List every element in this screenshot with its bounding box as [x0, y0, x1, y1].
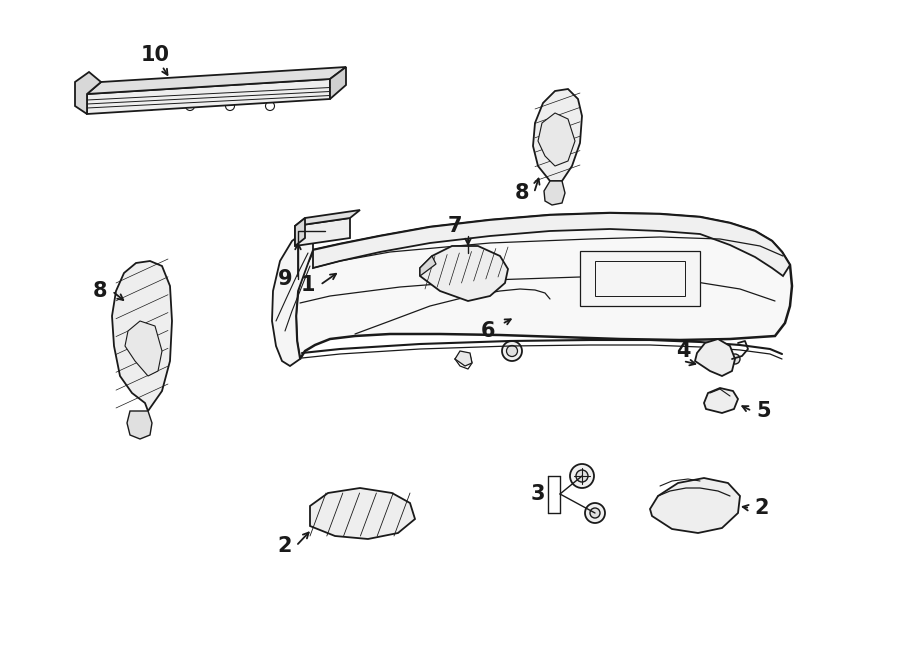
- Circle shape: [521, 309, 535, 323]
- Circle shape: [429, 265, 441, 277]
- Circle shape: [570, 464, 594, 488]
- Polygon shape: [420, 246, 508, 301]
- Text: 2: 2: [278, 536, 293, 556]
- Text: 6: 6: [481, 321, 495, 341]
- Polygon shape: [330, 67, 346, 99]
- Text: 5: 5: [757, 401, 771, 421]
- Polygon shape: [125, 321, 162, 376]
- Polygon shape: [295, 218, 305, 246]
- Circle shape: [507, 346, 517, 356]
- Circle shape: [529, 320, 534, 324]
- Circle shape: [465, 268, 475, 278]
- Circle shape: [523, 320, 526, 324]
- Polygon shape: [295, 218, 350, 246]
- Polygon shape: [296, 213, 792, 359]
- Polygon shape: [295, 210, 360, 226]
- Polygon shape: [310, 488, 415, 539]
- Polygon shape: [112, 261, 172, 411]
- Polygon shape: [75, 72, 101, 114]
- Text: 4: 4: [676, 341, 690, 361]
- Circle shape: [585, 503, 605, 523]
- Polygon shape: [650, 478, 740, 533]
- Text: 8: 8: [515, 183, 529, 203]
- Polygon shape: [455, 351, 472, 366]
- Polygon shape: [580, 251, 700, 306]
- Circle shape: [730, 354, 740, 364]
- Circle shape: [523, 308, 526, 312]
- Circle shape: [590, 508, 600, 518]
- Polygon shape: [695, 339, 735, 376]
- Polygon shape: [544, 181, 565, 205]
- Circle shape: [515, 303, 541, 329]
- Text: 10: 10: [140, 45, 169, 65]
- Text: 9: 9: [278, 269, 293, 289]
- Text: 2: 2: [755, 498, 770, 518]
- Polygon shape: [704, 388, 738, 413]
- Polygon shape: [538, 113, 575, 166]
- Text: 1: 1: [301, 275, 315, 295]
- Polygon shape: [420, 256, 436, 276]
- Polygon shape: [87, 79, 330, 114]
- Circle shape: [519, 314, 523, 318]
- Text: 3: 3: [531, 484, 545, 504]
- Text: 8: 8: [93, 281, 107, 301]
- Circle shape: [533, 314, 537, 318]
- Text: 7: 7: [448, 216, 463, 236]
- Circle shape: [576, 470, 588, 482]
- Polygon shape: [127, 411, 152, 439]
- Polygon shape: [87, 67, 346, 94]
- Polygon shape: [272, 231, 313, 366]
- Polygon shape: [313, 213, 790, 276]
- Circle shape: [529, 308, 534, 312]
- Polygon shape: [533, 89, 582, 181]
- Circle shape: [502, 341, 522, 361]
